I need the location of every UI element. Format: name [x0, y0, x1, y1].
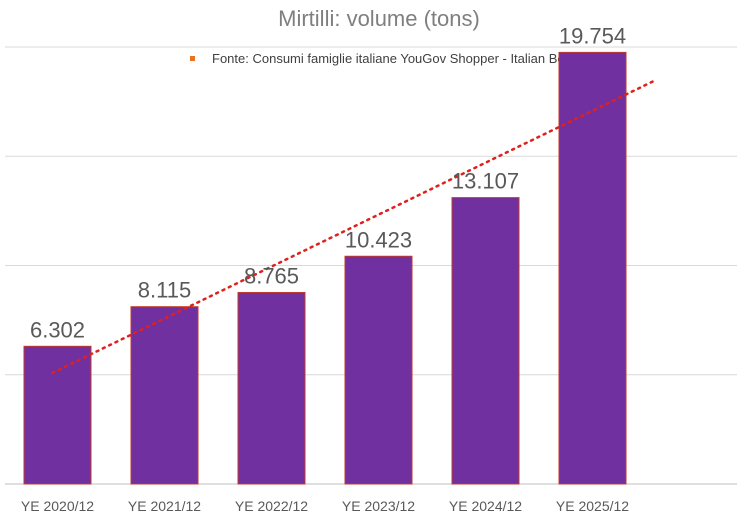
- x-tick-label: YE 2022/12: [235, 498, 308, 514]
- chart-title: Mirtilli: volume (tons): [278, 6, 480, 31]
- x-tick-label: YE 2021/12: [128, 498, 201, 514]
- x-tick-label: YE 2024/12: [449, 498, 522, 514]
- data-label: 13.107: [452, 169, 519, 194]
- trendline: [51, 78, 658, 375]
- bar: [237, 291, 306, 485]
- bars: [23, 51, 627, 485]
- trendline-path: [51, 78, 658, 375]
- data-label: 8.765: [244, 263, 299, 288]
- data-labels: 6.302 8.115 8.765 10.423 13.107 19.754: [30, 23, 626, 342]
- bar: [130, 306, 199, 485]
- bar: [558, 51, 627, 485]
- legend-marker: [190, 56, 195, 61]
- data-label: 19.754: [559, 23, 626, 48]
- data-label: 10.423: [345, 227, 412, 252]
- data-label: 6.302: [30, 317, 85, 342]
- bar: [23, 345, 92, 485]
- x-tick-label: YE 2023/12: [342, 498, 415, 514]
- x-tick-label: YE 2020/12: [21, 498, 94, 514]
- x-tick-label: YE 2025/12: [556, 498, 629, 514]
- bar: [451, 197, 520, 485]
- bar: [344, 255, 413, 485]
- data-label: 8.115: [138, 278, 191, 303]
- legend-label: Fonte: Consumi famiglie italiane YouGov …: [212, 51, 580, 66]
- x-axis-ticks: YE 2020/12 YE 2021/12 YE 2022/12 YE 2023/12…: [21, 498, 629, 514]
- legend: Fonte: Consumi famiglie italiane YouGov …: [190, 51, 580, 66]
